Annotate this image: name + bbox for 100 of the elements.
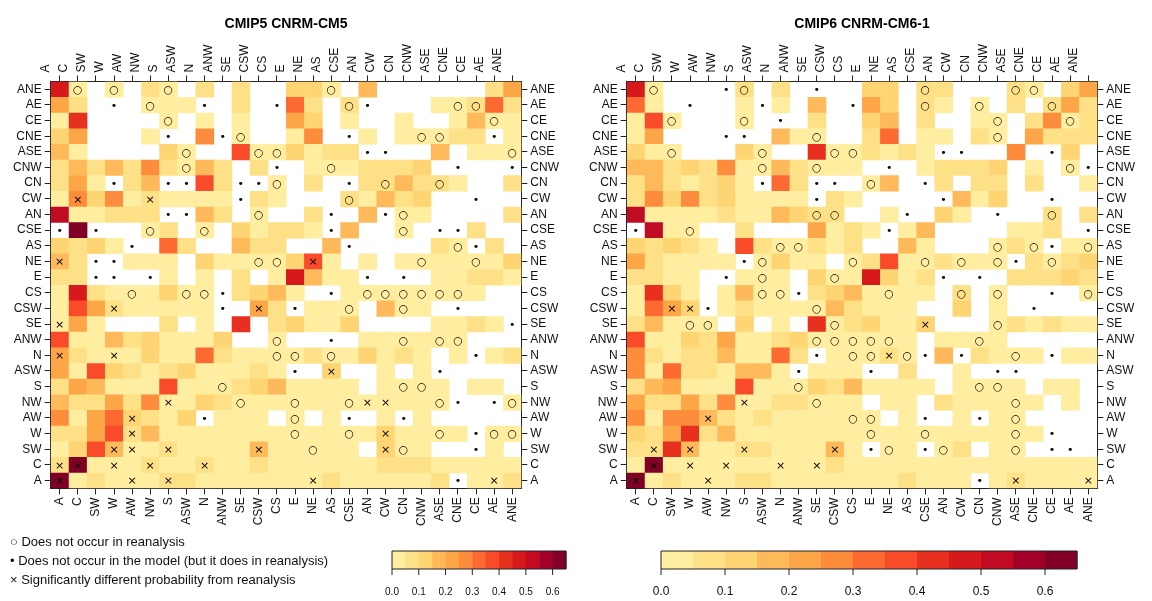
text: • [867, 364, 875, 378]
text: • [346, 130, 353, 144]
text: • [346, 411, 353, 425]
y-tick-label: ANE [16, 81, 42, 96]
data-label: ○ [757, 270, 768, 284]
y2-tick-label: NW [530, 394, 552, 409]
data-label: ○ [811, 161, 822, 175]
y-tick-label: CNW [12, 159, 43, 174]
y2-tick-label: AS [1106, 238, 1123, 253]
y-tick-label: W [606, 425, 619, 440]
category-label: CNW [399, 43, 414, 73]
y2-tick-label: CNE [530, 128, 556, 143]
y2-tick-label: CSE [1106, 222, 1132, 237]
text: • [490, 396, 498, 410]
category-label: CSW [812, 44, 827, 73]
data-label: ○ [1083, 286, 1094, 300]
data-label: ○ [163, 114, 174, 128]
data-label: ○ [884, 286, 894, 300]
data-label: × [109, 349, 119, 363]
data-label: ○ [145, 98, 156, 112]
text: • [1048, 349, 1056, 363]
data-label: ○ [775, 286, 786, 300]
data-label: × [380, 396, 391, 410]
data-label: × [830, 443, 840, 457]
y2-tick-label: AE [1106, 97, 1123, 112]
text: • [273, 161, 281, 175]
category-label: NW [128, 52, 143, 73]
data-label: ○ [848, 145, 858, 159]
text: • [795, 364, 802, 378]
y-tick-label: A [33, 472, 42, 487]
text: • [346, 239, 353, 253]
x-tick-label: CNE [450, 497, 465, 523]
data-label: ○ [793, 239, 804, 253]
text: • [922, 349, 929, 363]
data-label: × [649, 458, 659, 472]
x-tick-label: ASW [754, 496, 769, 525]
text: • [110, 270, 118, 284]
data-label: × [308, 255, 318, 269]
text: • [237, 177, 244, 191]
data-label: × [73, 192, 83, 206]
text: • [237, 192, 244, 206]
chart-title: CMIP5 CNRM-CM5 [224, 15, 348, 32]
data-label: × [812, 458, 822, 472]
data-label: ○ [685, 223, 695, 237]
y2-tick-label: SE [1106, 316, 1123, 331]
y2-tick-label: NE [1106, 253, 1124, 268]
category-label: NE [867, 55, 882, 73]
category-label: N [182, 63, 197, 73]
text: • [328, 286, 335, 300]
category-label: ASW [740, 45, 755, 73]
text: • [813, 192, 820, 206]
y-tick-label: C [608, 457, 618, 472]
y2-tick-label: CN [530, 175, 548, 190]
text: • [183, 208, 190, 222]
color-bar-label: 0.0 [385, 585, 400, 597]
y-tick-label: C [32, 457, 42, 472]
category-label: AN [921, 55, 936, 73]
data-label: ○ [920, 83, 931, 97]
x-tick-label: CN [395, 497, 410, 515]
y2-tick-label: ANW [530, 331, 560, 346]
x-tick-label: CS [269, 497, 284, 515]
category-label: SE [794, 56, 809, 73]
data-label: ○ [1047, 98, 1057, 112]
text: • [994, 364, 1002, 378]
text: • [867, 443, 875, 457]
data-label: ○ [830, 208, 840, 222]
data-label: ○ [290, 349, 300, 363]
y-tick-label: SW [598, 441, 619, 456]
x-tick-label: CSE [917, 497, 932, 523]
x-tick-label: C [646, 497, 661, 507]
data-label: ○ [830, 333, 840, 347]
x-tick-label: AE [1062, 497, 1077, 514]
data-label: × [127, 427, 137, 441]
x-tick-label: CNE [1026, 497, 1041, 523]
text: • [165, 130, 172, 144]
data-label: ○ [866, 411, 876, 425]
y-tick-label: CNE [16, 128, 42, 143]
text: • [472, 427, 480, 441]
x-tick-label: NE [305, 497, 320, 515]
text: • [436, 364, 444, 378]
text: • [454, 396, 462, 410]
y-tick-label: ASE [593, 144, 618, 159]
text: • [976, 411, 983, 425]
x-tick-label: CSW [251, 496, 266, 526]
data-label: ○ [938, 443, 949, 457]
category-label: SW [649, 53, 664, 73]
data-label: ○ [453, 333, 463, 347]
y-tick-label: AN [24, 206, 42, 221]
data-label: ○ [416, 286, 427, 300]
text: • [400, 411, 407, 425]
data-label: ○ [884, 443, 894, 457]
y-tick-label: CS [600, 285, 618, 300]
data-label: ○ [793, 380, 804, 394]
data-label: ○ [109, 83, 119, 97]
color-bar-label: 0.3 [844, 584, 862, 599]
x-tick-label: AW [124, 496, 139, 517]
y2-tick-label: W [530, 425, 543, 440]
text: • [958, 349, 965, 363]
x-tick-label: CS [845, 497, 860, 515]
text: • [328, 333, 335, 347]
